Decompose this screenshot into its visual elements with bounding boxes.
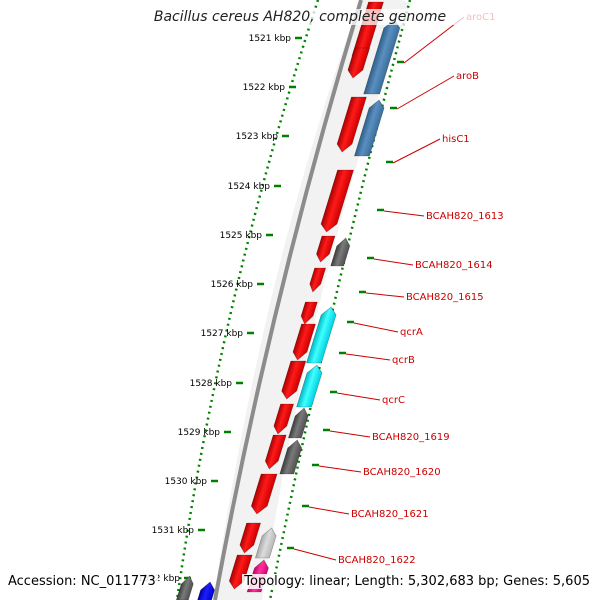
gene-arrow-reverse [296, 364, 323, 408]
scale-tick-label: 1524 kbp [228, 182, 271, 192]
label-leader-line [345, 353, 391, 361]
label-leader-line [308, 506, 350, 515]
gene-arrow-forward [300, 301, 318, 325]
gene-arrow-forward [316, 235, 336, 263]
label-leader-line [293, 548, 337, 561]
backbone-line [213, 0, 363, 600]
gene-arrow-reverse [196, 581, 215, 600]
gene-label: qcrA [400, 327, 423, 338]
gene-label: BCAH820_1619 [372, 432, 450, 443]
gene-label: BCAH820_1615 [406, 292, 484, 303]
scale-tick-label: 1523 kbp [236, 132, 279, 142]
gene-arrow-forward [250, 473, 278, 515]
label-leader-line [392, 138, 441, 164]
gene-features [175, 1, 401, 600]
gene-arrow-reverse [306, 306, 337, 364]
label-leader-line [373, 258, 414, 266]
topology-text: Topology: linear; Length: 5,302,683 bp; … [242, 574, 592, 589]
scale-tick-label: 1531 kbp [152, 526, 195, 536]
label-leader-line [383, 210, 425, 217]
gene-arrow-forward [228, 554, 253, 590]
scale-tick-label: 1527 kbp [201, 329, 244, 339]
gene-arrow-forward [320, 169, 354, 233]
gene-label: qcrB [392, 355, 415, 366]
gene-label: BCAH820_1622 [338, 555, 416, 566]
gene-arrow-reverse [330, 237, 351, 267]
gene-label: BCAH820_1614 [415, 260, 493, 271]
label-leader-line [396, 75, 455, 110]
gene-arrow-forward [264, 434, 287, 470]
gene-arrow-reverse [175, 575, 194, 600]
gene-arrow-reverse [255, 527, 277, 559]
gene-label: BCAH820_1621 [351, 509, 429, 520]
gene-label: aroB [456, 71, 479, 82]
label-leader-line [336, 392, 381, 401]
label-leader-line [329, 430, 371, 438]
scale-tick-label: 1525 kbp [220, 231, 263, 241]
gene-arrow-reverse [354, 99, 385, 157]
gene-arrow-forward [281, 360, 307, 400]
scale-tick-label: 1522 kbp [243, 83, 286, 93]
gene-arrow-forward [292, 323, 316, 361]
gene-label: qcrC [382, 395, 405, 406]
gene-arrow-reverse [279, 439, 303, 475]
gene-arrow-forward [336, 96, 367, 153]
scale-tick-label: 1529 kbp [178, 428, 221, 438]
scale-tick-label: 1530 kbp [165, 477, 208, 487]
backbone-band [213, 0, 411, 600]
scale-tick-label: 1528 kbp [190, 379, 233, 389]
accession-text: Accession: NC_011773 [6, 574, 158, 589]
scale-tick-label: 1521 kbp [249, 34, 292, 44]
label-leader-line [318, 465, 362, 473]
map-title: Bacillus cereus AH820, complete genome [0, 9, 600, 25]
scale-ticks: 1521 kbp 1522 kbp 1523 kbp 1524 kbp 1525 kbp… [138, 34, 302, 584]
gene-label: BCAH820_1620 [363, 467, 441, 478]
label-leader-line [365, 292, 405, 298]
gene-arrow-forward [273, 403, 294, 435]
scale-tick-label: 1532 kbp [138, 574, 181, 584]
gene-arrow-forward [309, 267, 327, 293]
gene-arrow-forward [347, 47, 371, 79]
gene-label: hisC1 [442, 134, 470, 145]
scale-tick-label: 1526 kbp [211, 280, 254, 290]
gene-arrow-forward [239, 522, 261, 554]
gene-arrow-reverse [287, 407, 309, 439]
label-leader-line [353, 322, 399, 333]
gene-label: BCAH820_1613 [426, 211, 504, 222]
